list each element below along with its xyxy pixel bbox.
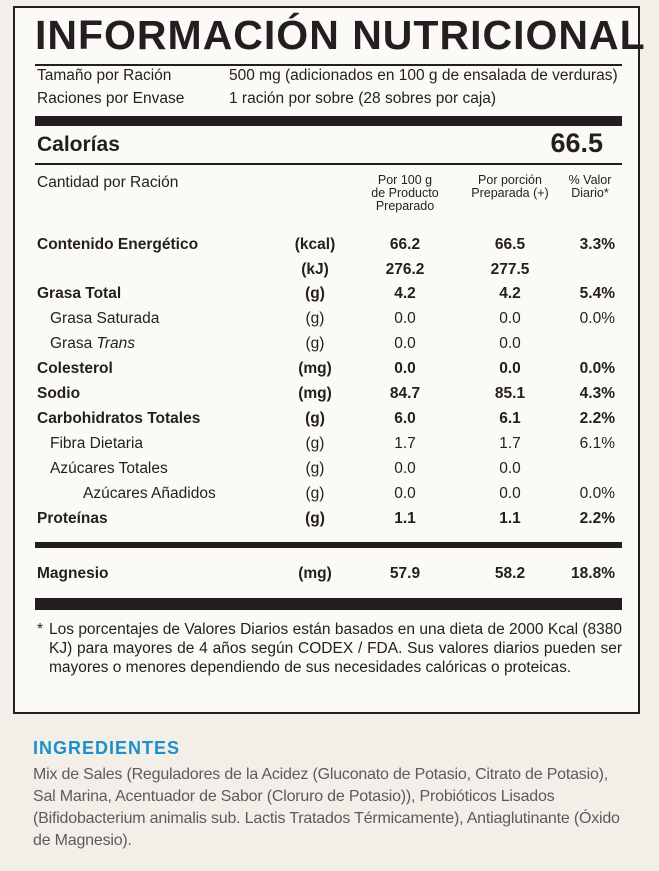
nutrient-row-energy-kj: (kJ) 276.2 277.5 [301, 261, 530, 278]
servings-per-container-value: 1 ración por sobre (28 sobres por caja) [229, 90, 497, 107]
per-100g-header: Por 100 g de Producto Preparado [371, 173, 439, 213]
nutrient-row-protein: Proteínas (g) 1.1 1.1 2.2% [37, 510, 615, 527]
per-portion-header: Por porción Preparada (+) [471, 173, 549, 200]
nutrient-row-sodium: Sodio (mg) 84.7 85.1 4.3% [37, 385, 615, 402]
nutrient-row-total-fat: Grasa Total (g) 4.2 4.2 5.4% [37, 285, 615, 302]
amount-per-serving-header: Cantidad por Ración [37, 174, 179, 191]
nutrient-row-energy-kcal: Contenido Energético (kcal) 66.2 66.5 3.3% [37, 236, 615, 253]
ingredients-title: INGREDIENTES [33, 738, 181, 758]
ingredients-text: Mix de Sales (Reguladores de la Acidez (… [33, 766, 620, 849]
servings-per-container-row: Raciones por Envase 1 ración por sobre (… [37, 90, 496, 108]
daily-value-footnote: * Los porcentajes de Valores Diarios est… [37, 621, 622, 676]
nutrient-row-trans-fat: Grasa Trans (g) 0.0 0.0 [50, 335, 521, 352]
nutrient-row-total-sugars: Azúcares Totales (g) 0.0 0.0 [50, 460, 521, 477]
nutrient-row-saturated-fat: Grasa Saturada (g) 0.0 0.0 0.0% [50, 310, 615, 327]
nutrient-row-added-sugars: Azúcares Añadidos (g) 0.0 0.0 0.0% [83, 485, 615, 502]
panel-title: INFORMACIÓN NUTRICIONAL [35, 12, 646, 58]
serving-size-value: 500 mg (adicionados en 100 g de ensalada… [229, 67, 618, 84]
servings-per-container-label: Raciones por Envase [37, 90, 185, 107]
daily-value-header: % Valor Diario* [568, 173, 612, 200]
nutrient-row-total-carbs: Carbohidratos Totales (g) 6.0 6.1 2.2% [37, 410, 615, 427]
thick-divider [35, 116, 622, 126]
calories-label: Calorías [37, 133, 120, 156]
thick-divider [35, 598, 622, 610]
serving-size-label: Tamaño por Ración [37, 67, 172, 84]
nutrient-row-cholesterol: Colesterol (mg) 0.0 0.0 0.0% [37, 360, 615, 377]
nutrient-row-magnesium: Magnesio (mg) 57.9 58.2 18.8% [37, 565, 615, 582]
nutrient-row-dietary-fiber: Fibra Dietaria (g) 1.7 1.7 6.1% [50, 435, 615, 452]
divider [35, 64, 622, 66]
calories-value: 66.5 [550, 128, 603, 158]
serving-size-row: Tamaño por Ración 500 mg (adicionados en… [37, 67, 618, 85]
divider [35, 163, 622, 165]
thick-divider [35, 542, 622, 548]
nutrition-facts-panel: INFORMACIÓN NUTRICIONAL Tamaño por Ració… [13, 6, 645, 714]
